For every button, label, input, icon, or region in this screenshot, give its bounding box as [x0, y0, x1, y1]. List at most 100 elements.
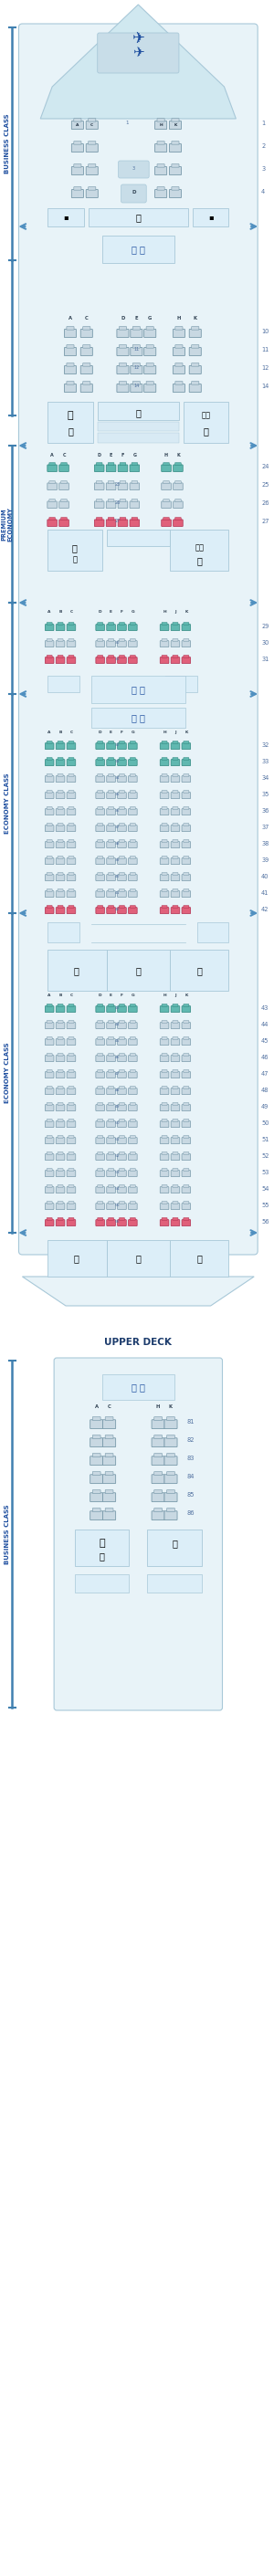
FancyBboxPatch shape: [118, 520, 128, 526]
FancyBboxPatch shape: [154, 1417, 162, 1419]
FancyBboxPatch shape: [90, 1455, 103, 1466]
FancyBboxPatch shape: [129, 641, 137, 647]
FancyBboxPatch shape: [88, 118, 96, 121]
FancyBboxPatch shape: [90, 1437, 103, 1448]
Text: H: H: [163, 994, 166, 997]
FancyBboxPatch shape: [74, 165, 81, 167]
FancyBboxPatch shape: [160, 641, 169, 647]
Polygon shape: [41, 5, 236, 118]
Text: J: J: [175, 732, 176, 734]
FancyBboxPatch shape: [117, 384, 129, 392]
Text: ▪: ▪: [208, 214, 213, 222]
FancyBboxPatch shape: [182, 775, 191, 783]
FancyBboxPatch shape: [118, 824, 126, 832]
Text: H: H: [177, 314, 181, 319]
Bar: [197, 922, 229, 943]
FancyBboxPatch shape: [192, 345, 199, 348]
FancyBboxPatch shape: [157, 142, 165, 144]
FancyBboxPatch shape: [182, 623, 191, 631]
Text: UPPER DECK: UPPER DECK: [104, 1337, 172, 1347]
Text: 29: 29: [261, 623, 269, 629]
FancyBboxPatch shape: [118, 641, 126, 647]
FancyBboxPatch shape: [93, 1453, 101, 1458]
FancyBboxPatch shape: [67, 907, 76, 914]
FancyBboxPatch shape: [175, 381, 183, 384]
FancyBboxPatch shape: [118, 1038, 126, 1046]
FancyBboxPatch shape: [93, 1471, 101, 1476]
Text: 32: 32: [261, 742, 269, 747]
FancyBboxPatch shape: [108, 518, 114, 520]
FancyBboxPatch shape: [175, 500, 181, 502]
FancyBboxPatch shape: [167, 1507, 175, 1512]
FancyBboxPatch shape: [67, 623, 76, 631]
FancyBboxPatch shape: [120, 464, 126, 466]
FancyBboxPatch shape: [90, 1473, 103, 1484]
FancyBboxPatch shape: [107, 760, 115, 765]
Bar: [165, 675, 197, 693]
FancyBboxPatch shape: [160, 824, 169, 832]
Text: 32: 32: [115, 744, 120, 747]
Text: 42: 42: [115, 907, 120, 912]
FancyBboxPatch shape: [171, 1056, 180, 1061]
FancyBboxPatch shape: [118, 1121, 126, 1128]
FancyBboxPatch shape: [107, 858, 115, 866]
FancyBboxPatch shape: [157, 118, 165, 121]
Text: E: E: [110, 994, 112, 997]
FancyBboxPatch shape: [96, 1056, 105, 1061]
Text: 25: 25: [261, 482, 269, 487]
Text: K: K: [169, 1404, 173, 1409]
Text: 12: 12: [133, 366, 139, 371]
FancyBboxPatch shape: [45, 1188, 54, 1193]
Text: 3: 3: [261, 167, 265, 173]
Text: 43: 43: [115, 1007, 120, 1010]
FancyBboxPatch shape: [155, 121, 167, 129]
FancyBboxPatch shape: [157, 188, 165, 191]
FancyBboxPatch shape: [182, 742, 191, 750]
FancyBboxPatch shape: [67, 793, 76, 799]
Text: 34: 34: [115, 775, 120, 781]
Bar: [98, 422, 179, 430]
FancyBboxPatch shape: [67, 742, 76, 750]
FancyBboxPatch shape: [160, 873, 169, 881]
FancyBboxPatch shape: [157, 165, 165, 167]
FancyBboxPatch shape: [67, 363, 74, 366]
Bar: [48, 531, 102, 572]
FancyBboxPatch shape: [67, 873, 76, 881]
Text: 85: 85: [187, 1492, 195, 1497]
Text: 38: 38: [261, 840, 269, 848]
FancyBboxPatch shape: [152, 1455, 165, 1466]
FancyBboxPatch shape: [160, 1056, 169, 1061]
FancyBboxPatch shape: [182, 793, 191, 799]
FancyBboxPatch shape: [107, 742, 115, 750]
Text: G: G: [131, 611, 135, 613]
FancyBboxPatch shape: [19, 23, 258, 1255]
FancyBboxPatch shape: [175, 464, 181, 466]
FancyBboxPatch shape: [192, 327, 199, 330]
Text: 38: 38: [115, 842, 120, 845]
FancyBboxPatch shape: [93, 1435, 101, 1437]
FancyBboxPatch shape: [96, 1007, 105, 1012]
FancyBboxPatch shape: [129, 1154, 137, 1159]
FancyBboxPatch shape: [72, 191, 84, 198]
FancyBboxPatch shape: [173, 330, 185, 337]
FancyBboxPatch shape: [129, 1056, 137, 1061]
FancyBboxPatch shape: [182, 641, 191, 647]
Bar: [147, 1574, 202, 1592]
FancyBboxPatch shape: [61, 518, 67, 520]
Text: 82: 82: [187, 1437, 195, 1443]
FancyBboxPatch shape: [45, 1072, 54, 1079]
FancyBboxPatch shape: [133, 327, 140, 330]
FancyBboxPatch shape: [171, 907, 180, 914]
Bar: [75, 1574, 129, 1592]
Bar: [48, 402, 93, 443]
FancyBboxPatch shape: [54, 1358, 222, 1710]
FancyBboxPatch shape: [133, 381, 140, 384]
FancyBboxPatch shape: [160, 657, 169, 665]
Text: 🚹🚹: 🚹🚹: [202, 412, 211, 420]
FancyBboxPatch shape: [172, 165, 179, 167]
Text: 48: 48: [261, 1087, 269, 1092]
FancyBboxPatch shape: [67, 824, 76, 832]
FancyBboxPatch shape: [106, 502, 116, 507]
FancyBboxPatch shape: [173, 464, 183, 471]
FancyBboxPatch shape: [107, 873, 115, 881]
